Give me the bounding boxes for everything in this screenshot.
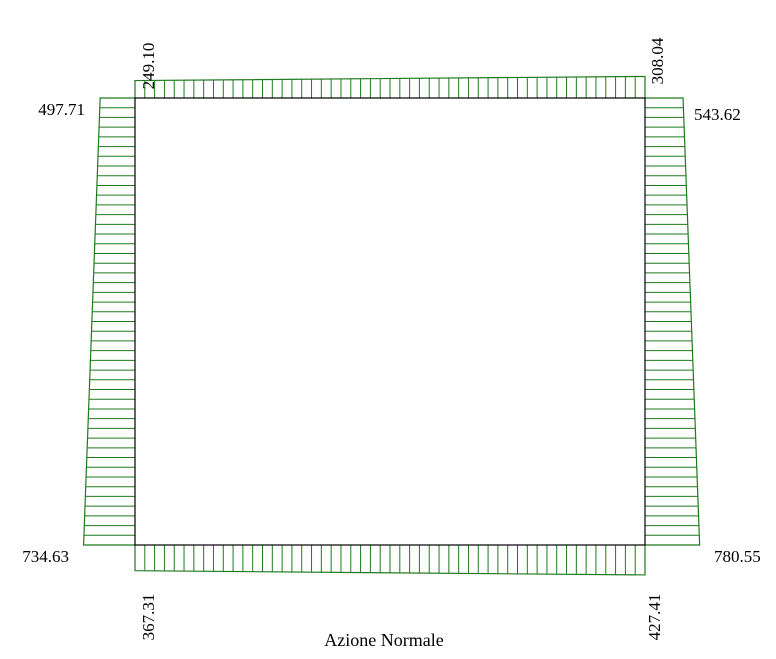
frame-outline — [134, 97, 646, 546]
diagram-caption: Azione Normale — [324, 630, 443, 650]
right-member-diagram-envelope — [645, 97, 701, 546]
top-start-label: 249.10 — [139, 43, 158, 90]
bottom-member-diagram-envelope — [134, 545, 646, 576]
right-end-label: 780.55 — [714, 547, 761, 566]
bottom-start-label: 367.31 — [139, 594, 158, 641]
left-start-label: 497.71 — [38, 100, 85, 119]
left-member-diagram-envelope — [82, 97, 135, 546]
left-end-label: 734.63 — [22, 547, 69, 566]
bottom-end-label: 427.41 — [645, 594, 664, 641]
force-diagrams — [82, 75, 701, 576]
right-start-label: 543.62 — [694, 105, 741, 124]
top-member-diagram-envelope — [134, 75, 646, 98]
top-end-label: 308.04 — [648, 37, 667, 84]
